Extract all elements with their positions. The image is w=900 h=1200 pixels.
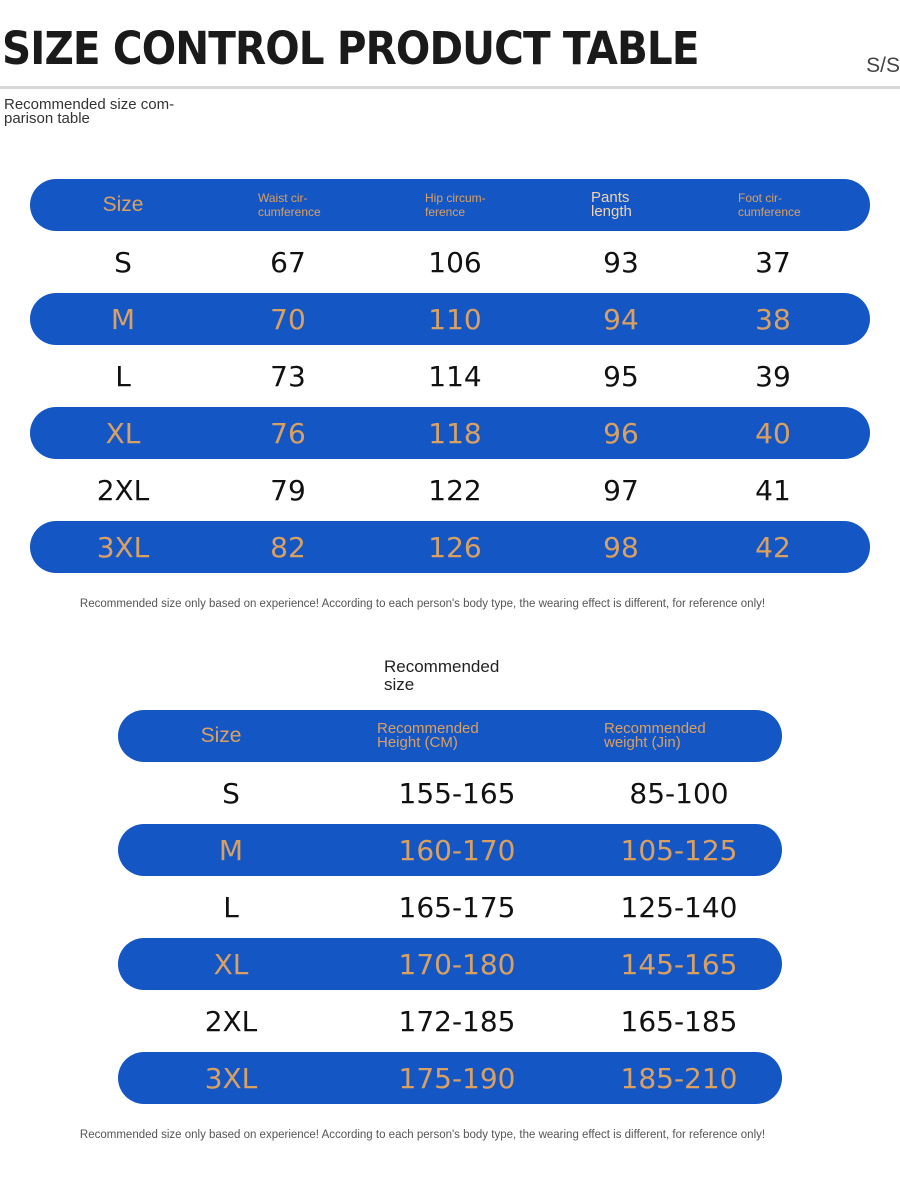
table-row: L 165-175 125-140 <box>118 881 782 933</box>
cell-size: XL <box>213 947 249 981</box>
cell-weight: 185-210 <box>620 1061 738 1095</box>
cell-pants-length: 97 <box>603 473 639 507</box>
cell-size: S <box>114 245 132 279</box>
table1-header-row: Size Waist cir-cumference Hip circum-fer… <box>30 179 870 231</box>
cell-hip: 118 <box>428 416 482 450</box>
cell-weight: 145-165 <box>620 947 738 981</box>
cell-size: 3XL <box>204 1061 258 1095</box>
table2-subtitle: Recommended size <box>384 657 500 694</box>
table-row: M 160-170 105-125 <box>118 824 782 876</box>
cell-foot: 40 <box>755 416 791 450</box>
cell-waist: 79 <box>270 473 306 507</box>
table1-header-waist: Waist cir-cumference <box>258 191 321 219</box>
cell-waist: 82 <box>270 530 306 564</box>
table2-header-size: Size <box>200 724 242 747</box>
table1-header-foot: Foot cir-cumference <box>738 191 801 219</box>
cell-height: 155-165 <box>398 776 516 810</box>
table-row: 3XL 82 126 98 42 <box>30 521 870 573</box>
recommended-size-table: Size Recommended Height (CM) Recommended… <box>118 710 782 1109</box>
table2-header-weight: Recommended weight (Jin) <box>604 720 706 751</box>
table1-subtitle: Recommended size com-parison table <box>4 96 175 127</box>
cell-waist: 76 <box>270 416 306 450</box>
table1-disclaimer: Recommended size only based on experienc… <box>79 598 766 610</box>
title-divider <box>0 86 900 89</box>
cell-size: M <box>110 302 136 336</box>
cell-pants-length: 96 <box>603 416 639 450</box>
cell-hip: 106 <box>428 245 482 279</box>
table-row: XL 76 118 96 40 <box>30 407 870 459</box>
cell-weight: 85-100 <box>629 776 729 810</box>
table1-header-pants-length: Pants length <box>591 189 632 220</box>
cell-size: 3XL <box>96 530 150 564</box>
page-title: SIZE CONTROL PRODUCT TABLE <box>2 22 699 75</box>
table-row: L 73 114 95 39 <box>30 350 870 402</box>
cell-weight: 165-185 <box>620 1004 738 1038</box>
table-row: M 70 110 94 38 <box>30 293 870 345</box>
cell-size: S <box>222 776 240 810</box>
cell-height: 175-190 <box>398 1061 516 1095</box>
cell-size: 2XL <box>204 1004 258 1038</box>
cell-hip: 122 <box>428 473 482 507</box>
cell-height: 170-180 <box>398 947 516 981</box>
size-comparison-table: Size Waist cir-cumference Hip circum-fer… <box>30 179 870 578</box>
size-code: S/S <box>866 54 900 77</box>
cell-weight: 125-140 <box>620 890 738 924</box>
cell-pants-length: 95 <box>603 359 639 393</box>
cell-weight: 105-125 <box>620 833 738 867</box>
cell-height: 165-175 <box>398 890 516 924</box>
cell-hip: 110 <box>428 302 482 336</box>
cell-foot: 41 <box>755 473 791 507</box>
table2-header-height: Recommended Height (CM) <box>377 720 479 751</box>
cell-pants-length: 93 <box>603 245 639 279</box>
cell-pants-length: 94 <box>603 302 639 336</box>
table1-header-size: Size <box>102 193 144 216</box>
cell-foot: 42 <box>755 530 791 564</box>
table-row: S 155-165 85-100 <box>118 767 782 819</box>
table-row: S 67 106 93 37 <box>30 236 870 288</box>
table2-disclaimer: Recommended size only based on experienc… <box>79 1129 766 1141</box>
cell-waist: 73 <box>270 359 306 393</box>
cell-hip: 126 <box>428 530 482 564</box>
table1-header-hip: Hip circum-ference <box>425 191 486 219</box>
table-row: XL 170-180 145-165 <box>118 938 782 990</box>
table2-header-row: Size Recommended Height (CM) Recommended… <box>118 710 782 762</box>
cell-size: 2XL <box>96 473 150 507</box>
cell-pants-length: 98 <box>603 530 639 564</box>
cell-height: 172-185 <box>398 1004 516 1038</box>
cell-waist: 67 <box>270 245 306 279</box>
cell-size: XL <box>105 416 141 450</box>
cell-waist: 70 <box>270 302 306 336</box>
table-row: 3XL 175-190 185-210 <box>118 1052 782 1104</box>
cell-foot: 37 <box>755 245 791 279</box>
cell-foot: 39 <box>755 359 791 393</box>
cell-size: L <box>115 359 131 393</box>
cell-size: M <box>218 833 244 867</box>
cell-foot: 38 <box>755 302 791 336</box>
cell-hip: 114 <box>428 359 482 393</box>
cell-height: 160-170 <box>398 833 516 867</box>
cell-size: L <box>223 890 239 924</box>
table-row: 2XL 172-185 165-185 <box>118 995 782 1047</box>
table-row: 2XL 79 122 97 41 <box>30 464 870 516</box>
